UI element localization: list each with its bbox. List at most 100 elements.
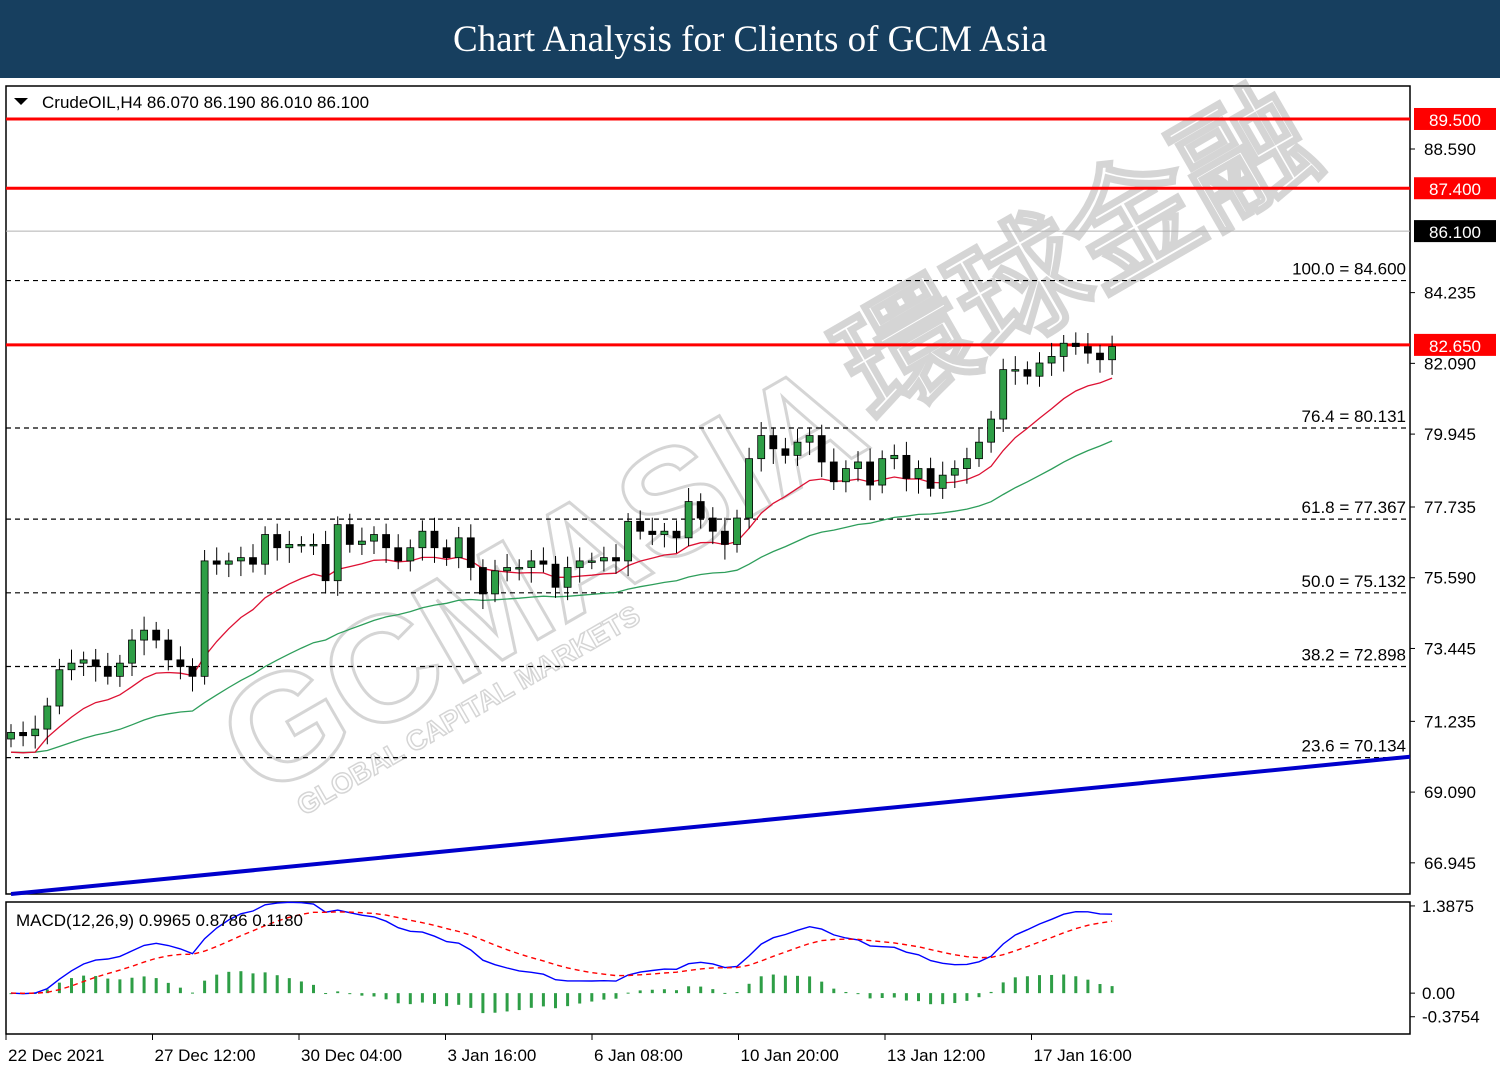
macd-histogram-bar (1038, 975, 1041, 994)
signal-line (10, 911, 1113, 995)
candle-bull (757, 435, 766, 460)
macd-histogram-bar (1062, 974, 1066, 994)
price-tag-bg (1414, 177, 1496, 200)
candle-bull (842, 468, 850, 483)
candle-bull (733, 517, 741, 545)
macd-histogram-bar (965, 993, 969, 1001)
candle-bear (466, 537, 475, 568)
macd-histogram-bar (493, 993, 497, 1013)
price-pane-frame (5, 85, 1411, 895)
macd-histogram-bar (578, 993, 582, 1004)
symbol-dropdown-icon[interactable] (14, 98, 28, 105)
candle-bear (249, 557, 257, 565)
candle-bull (55, 669, 64, 707)
macd-histogram-bar (408, 993, 412, 1005)
candle-bear (551, 563, 560, 588)
y-tick-label: 84.235 (1424, 284, 1476, 303)
macd-histogram-bar (1025, 976, 1029, 994)
y-tick-label: 73.445 (1424, 639, 1476, 658)
candle-bull (587, 560, 596, 563)
candle-bull (370, 534, 378, 542)
macd-histogram-bar (541, 993, 545, 1007)
macd-histogram-bar (687, 986, 691, 994)
candle-bull (600, 557, 608, 562)
x-tick-label: 27 Dec 12:00 (155, 1046, 256, 1065)
candle-bear (769, 435, 778, 450)
fib-level-label: 23.6 = 70.134 (1302, 737, 1406, 756)
macd-histogram-bar (384, 993, 388, 1000)
macd-pane-frame (5, 901, 1411, 1035)
macd-histogram-bar (614, 993, 618, 999)
candle-bear (321, 544, 330, 582)
macd-histogram-bar (892, 993, 896, 998)
macd-histogram-bar (118, 979, 122, 994)
macd-histogram-bar (1013, 977, 1017, 994)
candle-bear (382, 534, 391, 549)
header-banner: Chart Analysis for Clients of GCM Asia (0, 0, 1500, 78)
macd-histogram-bar (178, 987, 182, 994)
macd-layer (9, 901, 1114, 1014)
candle-bull (333, 524, 342, 582)
candle-bull (357, 540, 366, 545)
macd-histogram-bar (638, 990, 642, 994)
macd-line (10, 901, 1113, 995)
macd-histogram-bar (239, 971, 243, 994)
candle-bear (866, 461, 874, 486)
candle-bull (261, 534, 270, 565)
macd-histogram-bar (650, 989, 654, 994)
macd-histogram-bar (312, 984, 315, 994)
macd-y-tick-label: 1.3875 (1422, 897, 1474, 916)
candle-bull (854, 461, 862, 469)
macd-histogram-bar (372, 993, 376, 997)
candle-bear (1071, 342, 1080, 347)
price-tag: 82.650 (1429, 337, 1481, 356)
macd-histogram-bar (287, 978, 291, 994)
macd-histogram-bar (130, 977, 134, 994)
candle-bear (902, 454, 911, 479)
macd-histogram-bar (469, 993, 473, 1008)
macd-histogram-bar (917, 993, 920, 1002)
candle-bull (200, 560, 209, 677)
candle-bear (648, 530, 657, 535)
candle-bear (1023, 369, 1032, 377)
candle-bear (164, 639, 173, 661)
candle-bear (152, 629, 161, 641)
candle-bear (696, 501, 705, 519)
macd-histogram-bar (820, 981, 824, 994)
candle-bull (454, 537, 463, 559)
macd-histogram-bar (396, 993, 400, 1004)
candle-bull (297, 544, 306, 547)
candle-bear (19, 732, 28, 737)
candle-bull (31, 728, 40, 737)
macd-histogram-bar (977, 993, 981, 998)
candle-bear (539, 560, 548, 565)
macd-histogram-bar (299, 981, 303, 994)
macd-histogram-bar (324, 993, 328, 995)
candle-bear (430, 530, 439, 549)
macd-histogram-bar (953, 993, 957, 1004)
candle-bull (418, 530, 427, 549)
macd-histogram-bar (796, 975, 799, 994)
macd-histogram-bar (771, 974, 775, 994)
macd-y-tick-label: 0.00 (1422, 984, 1455, 1003)
macd-histogram-bar (191, 992, 194, 994)
macd-histogram-bar (844, 991, 848, 994)
y-tick-label: 82.090 (1424, 354, 1476, 373)
price-layer: 100.0 = 84.600 76.4 = 80.131 61.8 = 77.367… (6, 117, 1411, 896)
candle-bull (1108, 346, 1116, 361)
price-tag-bg (1414, 333, 1496, 356)
candle-bear (345, 524, 354, 545)
macd-histogram-bar (554, 993, 557, 1009)
candle-bull (793, 441, 802, 456)
candle-bull (660, 530, 669, 535)
macd-histogram-bar (70, 978, 73, 994)
x-tick-label: 22 Dec 2021 (8, 1046, 104, 1065)
macd-histogram-bar (1074, 976, 1078, 994)
macd-histogram-bar (57, 982, 61, 994)
symbol-info: CrudeOIL,H4 86.070 86.190 86.010 86.100 (42, 93, 369, 112)
macd-histogram-bar (626, 992, 630, 994)
candle-bear (781, 448, 790, 456)
x-tick-label: 17 Jan 16:00 (1034, 1046, 1132, 1065)
page-title: Chart Analysis for Clients of GCM Asia (452, 19, 1048, 60)
